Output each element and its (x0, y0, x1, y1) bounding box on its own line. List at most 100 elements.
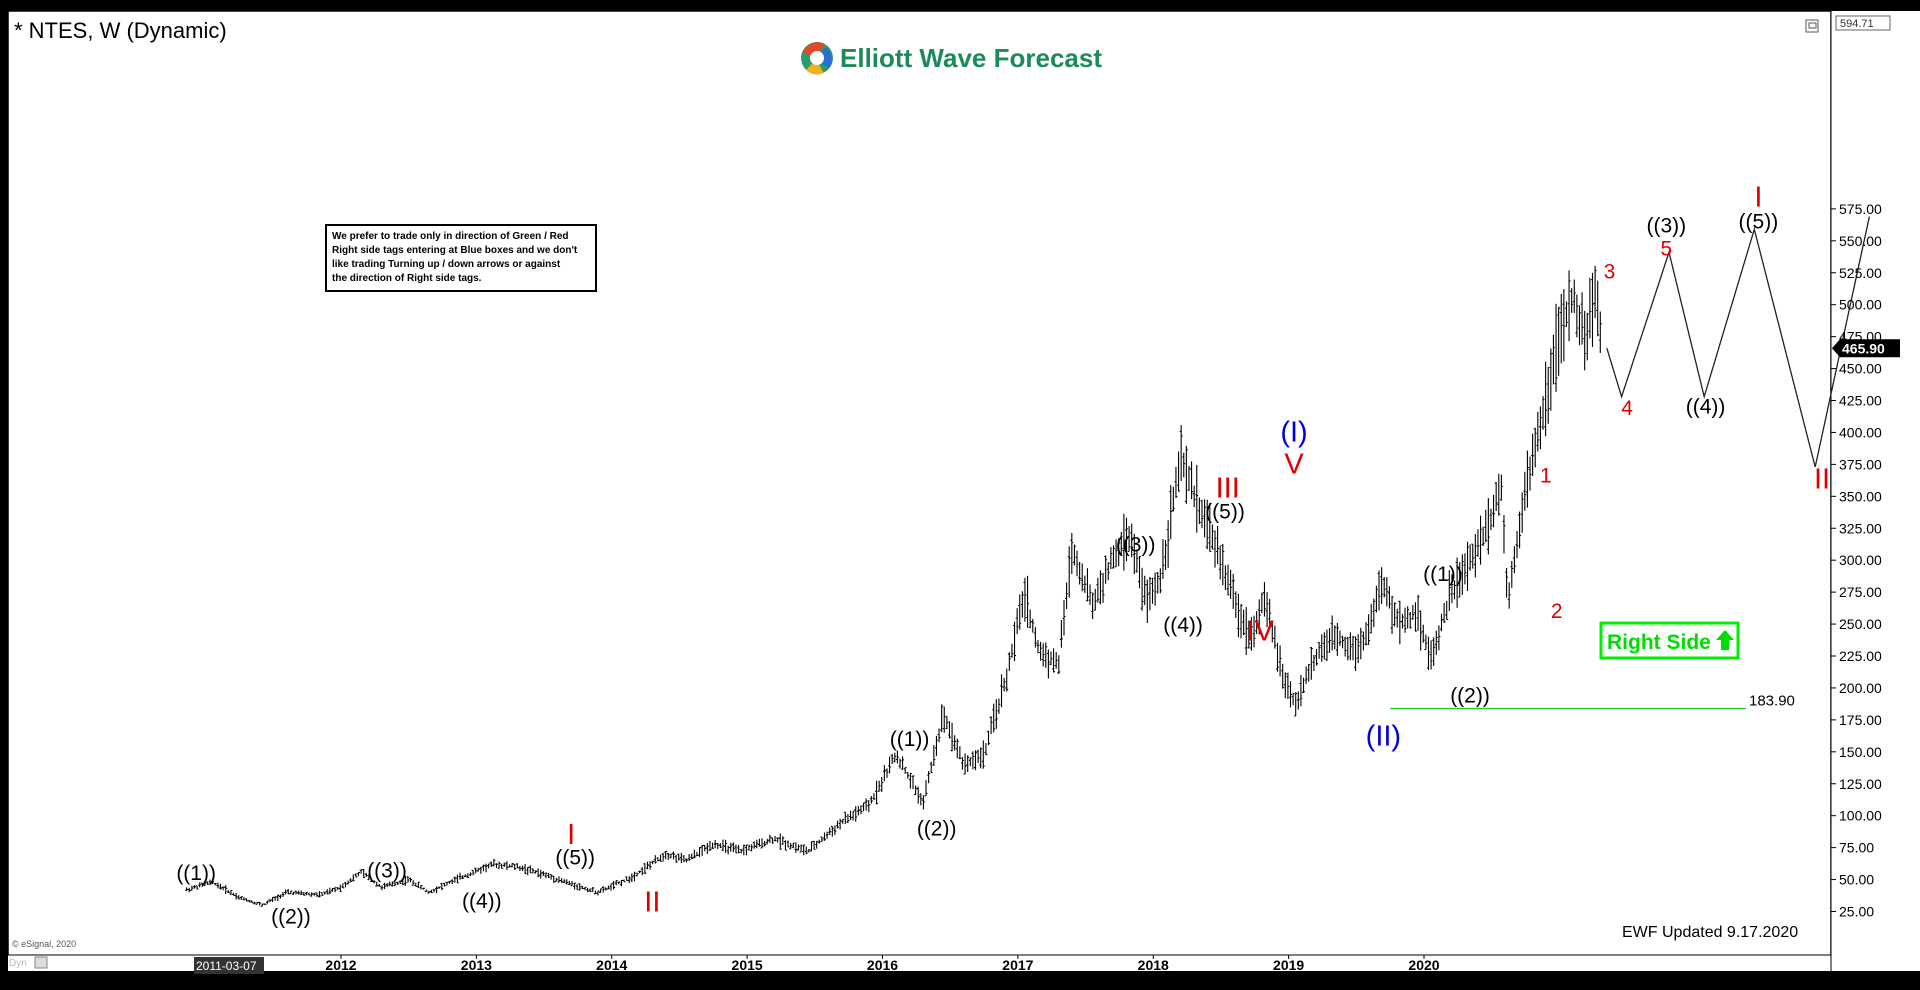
price-bar (1182, 452, 1186, 478)
price-bar (291, 891, 295, 895)
y-tick-label: 500.00 (1839, 297, 1882, 313)
price-bar (617, 881, 621, 885)
price-bar (229, 889, 233, 896)
price-bar (685, 858, 689, 863)
price-bar (1096, 577, 1100, 603)
price-bar (1255, 611, 1259, 635)
price-bar (653, 855, 657, 864)
price-bar (1554, 303, 1558, 392)
price-bar (1049, 651, 1053, 666)
price-bar (1151, 577, 1155, 604)
price-bar (1450, 574, 1454, 604)
brand-logo[interactable]: Elliott Wave Forecast (801, 42, 1102, 75)
price-bar (1231, 573, 1235, 609)
price-bar (1598, 311, 1602, 353)
price-bar (1013, 621, 1017, 662)
price-bar (492, 858, 496, 867)
price-bar (487, 863, 491, 869)
price-bar (1223, 565, 1227, 590)
price-bar (903, 767, 907, 774)
price-bar (1010, 643, 1014, 658)
price-bar (721, 839, 725, 852)
price-bar (523, 864, 527, 875)
wave-label: II (644, 886, 660, 918)
price-bar (1171, 486, 1175, 512)
price-bar (213, 882, 217, 886)
price-bar (1494, 482, 1498, 512)
price-bar (690, 853, 694, 860)
price-bar (1309, 646, 1313, 680)
price-bar (531, 868, 535, 874)
price-bar (325, 889, 329, 895)
price-bar (276, 894, 280, 902)
price-bar (664, 850, 668, 860)
price-bar (299, 890, 303, 895)
price-bar (289, 890, 293, 895)
updated-note: EWF Updated 9.17.2020 (1622, 924, 1798, 941)
price-bar (1538, 406, 1542, 450)
price-bar (1564, 301, 1568, 327)
y-tick-label: 350.00 (1839, 488, 1882, 504)
price-bar (1005, 668, 1009, 692)
price-bar (1507, 582, 1511, 609)
price-bar (315, 892, 319, 897)
price-bar (981, 740, 985, 769)
price-bar (1562, 289, 1566, 362)
price-bar (1007, 652, 1011, 671)
price-bar (856, 805, 860, 816)
window-restore-icon[interactable] (1805, 19, 1819, 33)
price-bar (383, 882, 387, 890)
cursor-date-marker: 2011-03-07 (194, 957, 264, 974)
price-bar (1468, 544, 1472, 571)
price-bar (422, 887, 426, 890)
price-bar (1531, 433, 1535, 477)
price-bar (1570, 288, 1574, 313)
right-side-tag: Right Side (1599, 621, 1740, 660)
price-bar (1281, 663, 1285, 689)
disclaimer-line: like trading Turning up / down arrows or… (332, 259, 561, 270)
price-bar (820, 836, 824, 843)
price-bar (1278, 645, 1282, 677)
price-bar (929, 761, 933, 774)
price-bar (833, 825, 837, 835)
price-bar (1124, 517, 1128, 562)
price-bar (692, 849, 696, 859)
price-bar (432, 888, 436, 893)
price-bar (362, 868, 366, 879)
price-bar (997, 698, 1001, 714)
price-bar (1520, 492, 1524, 533)
price-bar (1489, 508, 1493, 531)
price-bar (963, 753, 967, 775)
dyn-toggle[interactable] (34, 956, 48, 969)
price-bar (1455, 557, 1459, 608)
price-bar (1463, 553, 1467, 585)
price-bar (1260, 592, 1264, 614)
price-bar (1031, 618, 1035, 633)
price-bar (471, 869, 475, 876)
price-bar (711, 842, 715, 849)
price-bar (304, 891, 308, 896)
wave-label: I (1754, 181, 1762, 213)
price-bar (1528, 456, 1532, 491)
price-bar (1083, 575, 1087, 593)
price-bar (1426, 636, 1430, 671)
price-bar (765, 838, 769, 845)
price-bar (882, 765, 886, 782)
price-bar (606, 885, 610, 890)
price-bar (1351, 635, 1355, 661)
price-bar (932, 745, 936, 766)
price-bar (661, 852, 665, 862)
price-bar (349, 878, 353, 883)
price-bar (419, 884, 423, 890)
y-tick-label: 525.00 (1839, 265, 1882, 281)
price-bar (1505, 568, 1509, 598)
price-bar (877, 780, 881, 792)
price-bar (958, 746, 962, 760)
projection-layer (1606, 216, 1871, 468)
price-bar (1325, 629, 1329, 662)
chart-title: * NTES, W (Dynamic) (14, 18, 227, 43)
price-bar (265, 900, 269, 905)
price-bar (1229, 569, 1233, 599)
price-bar (960, 756, 964, 770)
price-bar (601, 886, 605, 893)
